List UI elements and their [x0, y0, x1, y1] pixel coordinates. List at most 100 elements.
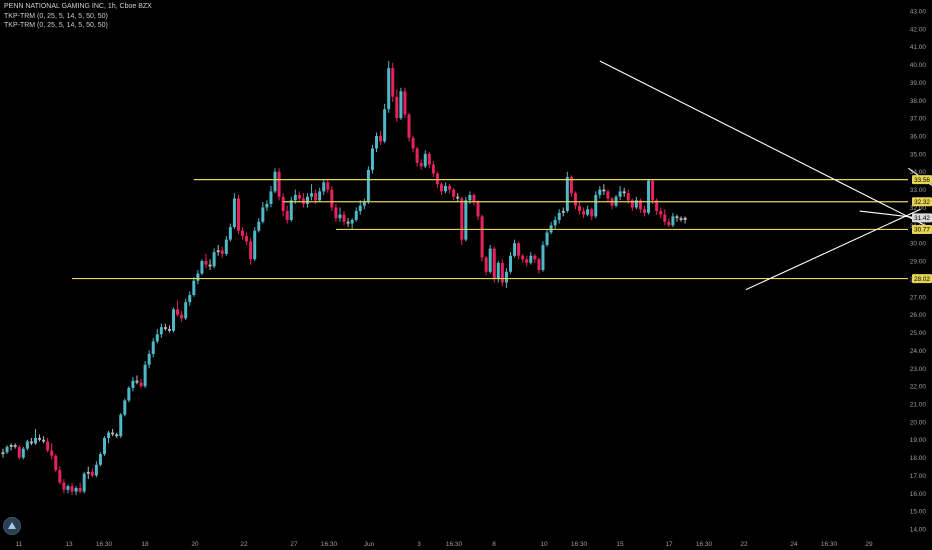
chart-legend: PENN NATIONAL GAMING INC, 1h, Cboe BZX T… — [4, 2, 152, 31]
indicator-label-1[interactable]: TKP-TRM (0, 25, 5, 14, 5, 50, 50) — [4, 12, 108, 20]
price-axis[interactable]: 14.00 15.00 16.00 17.00 18.00 19.00 20.00 21.00… — [910, 8, 927, 533]
x-tick-label: 20 — [191, 541, 199, 548]
candle — [151, 337, 155, 358]
candle — [679, 216, 683, 222]
candle — [127, 386, 131, 403]
candle-body — [529, 255, 533, 263]
candle-body — [228, 227, 232, 240]
candle — [419, 159, 423, 170]
x-tick-label: Jun — [364, 541, 375, 548]
candle-body — [151, 341, 155, 354]
candle-body — [444, 186, 448, 192]
candle-body — [338, 214, 342, 219]
candle-body — [358, 205, 362, 212]
candle — [663, 209, 667, 226]
candle — [232, 193, 236, 229]
candle-body — [350, 219, 354, 224]
x-tick-label: 17 — [665, 541, 673, 548]
candle-body — [663, 214, 667, 222]
candle — [513, 239, 517, 258]
candle-body — [456, 196, 460, 199]
candle — [306, 193, 309, 208]
candle — [29, 437, 33, 446]
candle-body — [1, 452, 5, 455]
candle-body — [241, 230, 245, 237]
y-tick-label: 43.00 — [910, 8, 927, 15]
candle-body — [504, 271, 508, 283]
candle-body — [29, 441, 33, 444]
candle — [647, 178, 651, 215]
candle-body — [354, 211, 358, 220]
y-tick-label: 16.00 — [910, 491, 927, 498]
candle-body — [94, 464, 98, 476]
candle — [269, 186, 273, 208]
candle — [9, 443, 13, 451]
candle-body — [46, 441, 50, 451]
candle — [618, 186, 622, 201]
candle — [537, 257, 541, 274]
candle — [220, 246, 224, 258]
candle — [598, 186, 602, 199]
candle-body — [545, 232, 549, 245]
candle — [143, 361, 147, 388]
candle — [606, 189, 610, 203]
candle-body — [5, 446, 9, 453]
candle — [200, 259, 204, 276]
tradingview-logo-icon[interactable] — [3, 517, 21, 535]
candle — [249, 237, 253, 265]
candle — [456, 193, 460, 203]
candle-body — [569, 177, 573, 194]
candle — [245, 232, 249, 245]
candle — [638, 198, 642, 213]
candle-body — [147, 353, 151, 365]
candle — [42, 436, 46, 444]
y-tick-label: 30.00 — [910, 241, 927, 248]
candle-body — [492, 248, 496, 279]
candle — [159, 323, 163, 338]
candle — [123, 398, 127, 417]
candle-body — [387, 68, 391, 110]
candle — [1, 448, 5, 458]
candle-body — [212, 252, 216, 267]
candle-body — [472, 194, 476, 203]
candle-body — [74, 487, 78, 492]
candle-body — [103, 437, 106, 455]
y-tick-label: 42.00 — [910, 26, 927, 33]
y-tick-label: 40.00 — [910, 62, 927, 69]
indicator-label-2[interactable]: TKP-TRM (0, 25, 5, 14, 5, 50, 50) — [4, 22, 108, 29]
trendline[interactable] — [599, 60, 929, 228]
candle-body — [167, 328, 171, 331]
candle-body — [476, 202, 480, 217]
candle — [155, 328, 159, 344]
price-tag — [912, 213, 932, 223]
symbol-title[interactable]: PENN NATIONAL GAMING INC, 1h, Cboe BZX — [4, 3, 152, 10]
candle — [350, 218, 354, 229]
candle — [163, 323, 167, 331]
candle — [98, 452, 102, 467]
candle-body — [468, 194, 472, 201]
candle — [103, 436, 106, 456]
y-tick-label: 36.00 — [910, 134, 927, 141]
candle-body — [630, 200, 634, 208]
candle — [573, 191, 577, 210]
y-tick-label: 14.00 — [910, 527, 927, 534]
candle — [330, 186, 334, 212]
candle-body — [261, 207, 265, 222]
candle-body — [21, 448, 25, 458]
candle-body — [366, 169, 370, 203]
candle — [70, 482, 74, 496]
candle — [33, 429, 37, 446]
candle — [192, 277, 196, 297]
time-axis[interactable]: 11 13 16:30 18 20 22 27 16:30 Jun 3 16:30 8 10 16:30 1… — [16, 541, 873, 548]
candle-body — [452, 189, 456, 197]
y-tick-label: 34.00 — [910, 169, 927, 176]
candle-body — [375, 136, 379, 149]
horizontal-levels[interactable] — [72, 178, 908, 280]
candle — [62, 479, 66, 494]
candle-body — [273, 171, 277, 192]
y-tick-label: 38.00 — [910, 98, 927, 105]
candle — [176, 300, 180, 317]
candle-body — [403, 91, 407, 115]
trendline[interactable] — [745, 208, 921, 291]
